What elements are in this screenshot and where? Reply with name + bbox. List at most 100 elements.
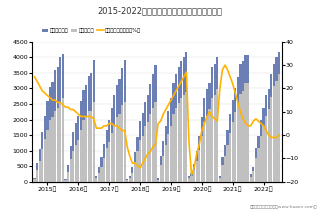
Bar: [178, 103, 180, 182]
Bar: [183, 57, 185, 182]
Bar: [203, 122, 205, 182]
Bar: [268, 89, 270, 182]
Bar: [252, 167, 254, 182]
Bar: [34, 179, 36, 182]
Bar: [165, 145, 167, 182]
Bar: [54, 111, 56, 182]
Bar: [95, 176, 97, 182]
Bar: [183, 95, 185, 182]
Bar: [98, 173, 100, 182]
Bar: [167, 111, 170, 182]
Bar: [100, 157, 103, 182]
房地产投资额增速（%）: [223, 64, 227, 66]
Bar: [111, 133, 113, 182]
Bar: [139, 121, 141, 182]
Bar: [90, 73, 92, 182]
Bar: [234, 112, 236, 182]
Bar: [126, 180, 128, 182]
Bar: [116, 117, 118, 182]
Bar: [167, 134, 170, 182]
Bar: [85, 85, 87, 182]
Bar: [155, 65, 156, 182]
Bar: [118, 114, 121, 182]
Bar: [103, 144, 105, 182]
Bar: [144, 126, 146, 182]
Bar: [80, 101, 82, 182]
Text: 制图：华经产业研究院（www.huaon.com）: 制图：华经产业研究院（www.huaon.com）: [249, 204, 317, 208]
Bar: [90, 111, 92, 182]
Bar: [82, 120, 84, 182]
Bar: [268, 109, 270, 182]
Bar: [69, 146, 72, 182]
Bar: [239, 64, 242, 182]
Bar: [260, 136, 262, 182]
Bar: [87, 76, 90, 182]
Legend: 房地产投资额, 住宅投资额, 房地产投资额增速（%）: 房地产投资额, 住宅投资额, 房地产投资额增速（%）: [40, 26, 143, 36]
Bar: [160, 156, 162, 182]
Bar: [75, 145, 77, 182]
Bar: [172, 83, 175, 182]
Bar: [155, 102, 156, 182]
Bar: [196, 151, 198, 182]
房地产投资额增速（%）: [33, 75, 36, 78]
Bar: [214, 64, 216, 182]
Bar: [175, 74, 177, 182]
房地产投资额增速（%）: [156, 122, 160, 125]
Bar: [69, 159, 72, 182]
Bar: [82, 90, 84, 182]
Bar: [36, 170, 38, 182]
Bar: [129, 178, 131, 182]
Bar: [67, 172, 69, 182]
Bar: [144, 102, 146, 182]
Bar: [227, 130, 229, 182]
Bar: [139, 140, 141, 182]
Bar: [160, 165, 162, 182]
Bar: [46, 130, 49, 182]
Bar: [198, 150, 200, 182]
Bar: [239, 94, 242, 182]
Bar: [170, 98, 172, 182]
Bar: [147, 95, 149, 182]
Bar: [216, 89, 218, 182]
Bar: [255, 158, 257, 182]
Bar: [121, 68, 123, 182]
Bar: [157, 178, 159, 182]
Bar: [136, 137, 139, 182]
Line: 房地产投资额增速（%）: 房地产投资额增速（%）: [35, 65, 279, 175]
Bar: [39, 149, 41, 182]
Bar: [100, 167, 103, 182]
房地产投资额增速（%）: [138, 167, 142, 169]
Bar: [278, 74, 280, 182]
Bar: [278, 52, 280, 182]
Bar: [95, 178, 97, 182]
Bar: [75, 123, 77, 182]
Bar: [203, 98, 205, 182]
Bar: [46, 101, 49, 182]
Bar: [59, 102, 61, 182]
房地产投资额增速（%）: [66, 106, 70, 108]
Bar: [147, 122, 149, 182]
Bar: [252, 171, 254, 182]
Bar: [77, 140, 79, 182]
Bar: [221, 157, 223, 182]
Bar: [113, 125, 116, 182]
房地产投资额增速（%）: [190, 173, 194, 176]
Bar: [118, 79, 121, 182]
Bar: [126, 179, 128, 182]
Bar: [275, 57, 277, 182]
Bar: [265, 116, 267, 182]
Bar: [77, 116, 79, 182]
Bar: [206, 116, 208, 182]
Bar: [232, 100, 234, 182]
Bar: [49, 120, 51, 182]
Bar: [190, 173, 193, 182]
Bar: [49, 87, 51, 182]
Bar: [72, 132, 74, 182]
Bar: [247, 83, 249, 182]
Bar: [85, 117, 87, 182]
Bar: [244, 83, 247, 182]
Bar: [52, 82, 54, 182]
Bar: [44, 139, 46, 182]
Bar: [242, 61, 244, 182]
Bar: [131, 173, 133, 182]
